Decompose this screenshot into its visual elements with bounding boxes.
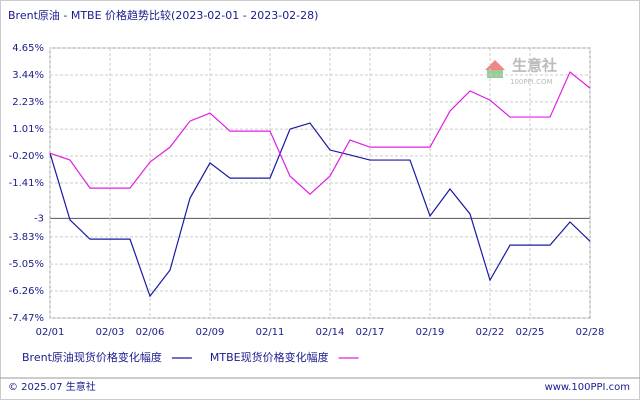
- y-tick-label: -3: [34, 213, 44, 224]
- watermark-icon-base: [487, 70, 503, 78]
- y-tick-label: -3.83%: [9, 232, 44, 243]
- footer-right: www.100PPI.com: [545, 382, 630, 393]
- x-tick-label: 02/22: [476, 327, 505, 338]
- x-tick-label: 02/28: [576, 327, 605, 338]
- x-tick-label: 02/17: [356, 327, 385, 338]
- y-tick-label: -0.20%: [9, 151, 44, 162]
- series-line: [49, 122, 591, 298]
- y-tick-label: -1.41%: [9, 178, 44, 189]
- y-tick-label: -5.05%: [9, 259, 44, 270]
- legend-label: Brent原油现货价格变化幅度: [22, 350, 162, 364]
- watermark-text: 生意社: [512, 57, 557, 75]
- chart-title: Brent原油 - MTBE 价格趋势比较(2023-02-01 - 2023-…: [8, 8, 318, 22]
- watermark-icon: [485, 60, 505, 70]
- y-tick-label: -7.47%: [9, 313, 44, 324]
- x-tick-label: 02/14: [316, 327, 345, 338]
- y-tick-label: 1.01%: [12, 124, 44, 135]
- x-tick-label: 02/01: [36, 327, 65, 338]
- y-tick-label: 2.23%: [12, 97, 44, 108]
- x-tick-label: 02/09: [196, 327, 225, 338]
- x-tick-label: 02/06: [136, 327, 165, 338]
- footer-left: © 2025.07 生意社: [8, 380, 96, 393]
- x-tick-label: 02/19: [416, 327, 445, 338]
- y-tick-label: 4.65%: [12, 43, 44, 54]
- watermark: 生意社 100PPI.COM: [485, 57, 557, 86]
- y-tick-label: 3.44%: [12, 70, 44, 81]
- x-tick-label: 02/25: [516, 327, 545, 338]
- x-tick-label: 02/11: [256, 327, 285, 338]
- y-tick-label: -6.26%: [9, 286, 44, 297]
- watermark-sub: 100PPI.COM: [510, 78, 553, 86]
- x-tick-label: 02/03: [96, 327, 125, 338]
- series-line: [49, 71, 591, 195]
- legend-label: MTBE现货价格变化幅度: [210, 350, 329, 364]
